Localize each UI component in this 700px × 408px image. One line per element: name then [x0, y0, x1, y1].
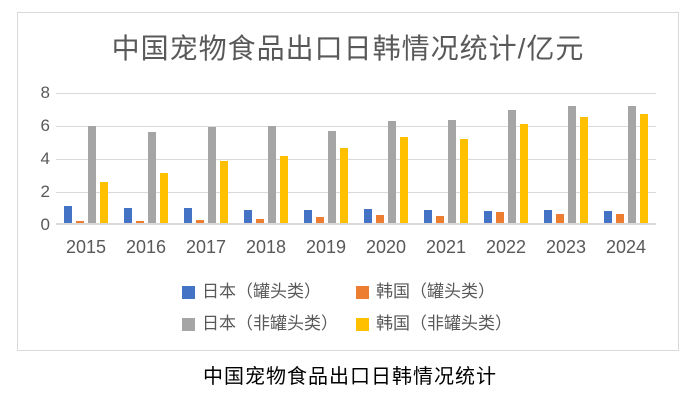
legend-item: 韩国（罐头类）	[356, 282, 495, 301]
gridline	[56, 126, 656, 127]
bar-2015-series2	[87, 126, 96, 223]
x-tick-label: 2019	[305, 237, 347, 257]
bar-2021-series0	[424, 209, 433, 223]
bar-2024-series1	[616, 213, 625, 223]
gridline	[56, 192, 656, 193]
bar-2020-series0	[364, 208, 373, 223]
x-tick-label: 2022	[485, 237, 527, 257]
bar-2015-series1	[76, 221, 85, 223]
x-tick-label: 2016	[125, 237, 167, 257]
x-tick-label: 2024	[605, 237, 647, 257]
bar-2020-series3	[399, 137, 408, 223]
bar-2024-series3	[639, 114, 648, 223]
x-tick-label: 2015	[65, 237, 107, 257]
bar-2023-series3	[579, 116, 588, 223]
bar-2018-series1	[256, 218, 265, 223]
bar-2023-series1	[556, 213, 565, 223]
figure-caption: 中国宠物食品出口日韩情况统计	[203, 364, 497, 388]
legend-label: 日本（罐头类）	[202, 282, 321, 301]
bar-2022-series1	[496, 212, 505, 223]
plot-area	[56, 93, 656, 225]
bar-2019-series0	[304, 209, 313, 223]
gridline	[56, 159, 656, 160]
bar-2024-series0	[604, 210, 613, 223]
bar-2023-series2	[567, 105, 576, 223]
bar-2020-series1	[376, 214, 385, 223]
legend-swatch-icon	[182, 285, 195, 299]
bar-2016-series2	[147, 132, 156, 223]
bar-2016-series1	[136, 220, 145, 223]
bar-2016-series3	[159, 172, 168, 223]
bar-2017-series0	[184, 208, 193, 223]
legend-swatch-icon	[182, 317, 195, 331]
bar-2015-series3	[99, 181, 108, 223]
chart-title: 中国宠物食品出口日韩情况统计/亿元	[111, 33, 585, 64]
bar-2019-series1	[316, 217, 325, 223]
chart-panel: 中国宠物食品出口日韩情况统计/亿元 0 2 4 6 8 2015 2016 2017 2018…	[17, 12, 679, 351]
bar-2017-series1	[196, 219, 205, 223]
bar-2017-series2	[207, 127, 216, 223]
x-tick-label: 2017	[185, 237, 227, 257]
y-tick-label: 0	[40, 215, 50, 234]
bar-2019-series2	[327, 130, 336, 223]
bar-2018-series0	[244, 209, 253, 223]
bar-2021-series2	[447, 119, 456, 223]
gridline	[56, 93, 656, 94]
legend-label: 韩国（非罐头类）	[376, 314, 512, 333]
y-tick-label: 6	[40, 116, 50, 135]
bar-2017-series3	[219, 161, 228, 223]
legend-swatch-icon	[356, 285, 369, 299]
bar-2019-series3	[339, 147, 348, 223]
legend-label: 韩国（罐头类）	[376, 282, 495, 301]
bar-2023-series0	[544, 209, 553, 223]
y-tick-label: 8	[40, 83, 50, 102]
legend-label: 日本（非罐头类）	[202, 314, 338, 333]
bar-2022-series2	[507, 109, 516, 223]
bar-2018-series2	[267, 126, 276, 223]
bar-2015-series0	[64, 205, 73, 223]
legend-item: 韩国（非罐头类）	[356, 314, 512, 333]
y-tick-label: 2	[40, 182, 50, 201]
bar-2024-series2	[627, 105, 636, 223]
legend-item: 日本（罐头类）	[182, 282, 321, 301]
legend-swatch-icon	[356, 317, 369, 331]
bar-2022-series3	[519, 124, 528, 223]
x-tick-label: 2020	[365, 237, 407, 257]
x-tick-label: 2023	[545, 237, 587, 257]
legend-item: 日本（非罐头类）	[182, 314, 338, 333]
bar-2021-series3	[459, 138, 468, 223]
y-tick-label: 4	[40, 149, 50, 168]
x-tick-label: 2021	[425, 237, 467, 257]
bar-2022-series0	[484, 210, 493, 223]
bar-2018-series3	[279, 156, 288, 223]
bar-2021-series1	[436, 215, 445, 223]
x-tick-label: 2018	[245, 237, 287, 257]
bar-2020-series2	[387, 120, 396, 223]
bar-2016-series0	[124, 208, 133, 223]
